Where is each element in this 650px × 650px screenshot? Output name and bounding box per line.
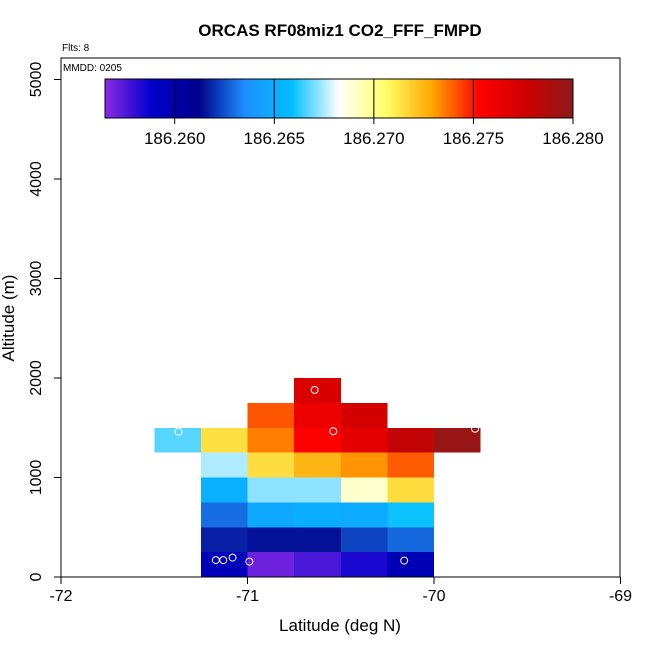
heatmap-cell [340, 477, 388, 503]
heatmap-cell [387, 452, 434, 478]
x-tick-label: -70 [422, 588, 445, 605]
heatmap-cell [200, 427, 248, 453]
heatmap-cell [247, 552, 295, 577]
y-tick-label: 0 [28, 572, 45, 581]
heatmap-cell [247, 527, 295, 553]
colorbar-tick-label: 186.265 [244, 129, 305, 148]
heatmap-cell [200, 452, 248, 478]
chart-title: ORCAS RF08miz1 CO2_FFF_FMPD [198, 21, 481, 40]
heatmap-cells [154, 378, 481, 577]
heatmap-cell [387, 527, 434, 553]
x-tick-label: -71 [236, 588, 259, 605]
heatmap-cell [387, 502, 434, 528]
heatmap-cell [247, 502, 295, 528]
flights-count-label: Flts: 8 [62, 43, 90, 54]
sample-point [219, 556, 228, 565]
sample-point [310, 385, 319, 394]
colorbar-tick-label: 186.260 [144, 129, 205, 148]
heatmap-cell [200, 527, 248, 553]
heatmap-cell [247, 477, 295, 503]
y-axis-label: Altitude (m) [0, 275, 18, 362]
y-tick-label: 3000 [28, 261, 45, 297]
y-axis: 0 1000 2000 3000 4000 5000 [28, 62, 62, 581]
y-tick-label: 1000 [28, 460, 45, 496]
heatmap-cell [387, 427, 434, 453]
heatmap-cell [247, 402, 295, 428]
x-tick-label: -69 [609, 588, 632, 605]
colorbar [104, 78, 574, 119]
colorbar-tick-label: 186.270 [343, 129, 404, 148]
heatmap-cell [294, 402, 341, 428]
x-tick-label: -72 [49, 588, 72, 605]
heatmap-cell [200, 552, 248, 577]
heatmap-cell [340, 402, 388, 428]
heatmap-cell [387, 477, 434, 503]
heatmap-cell [340, 527, 388, 553]
heatmap-cell [294, 427, 341, 453]
x-axis: -72 -71 -70 -69 [49, 576, 632, 605]
heatmap-cell [200, 502, 248, 528]
heatmap-cell [247, 452, 295, 478]
sample-point [329, 427, 338, 436]
heatmap-cell [294, 527, 341, 553]
colorbar-tick-label: 186.280 [542, 129, 603, 148]
heatmap-cell [294, 502, 341, 528]
sample-point [174, 427, 183, 436]
heatmap-cell [200, 477, 248, 503]
heatmap-cell [340, 552, 388, 577]
y-tick-label: 2000 [28, 360, 45, 396]
heatmap-cell [294, 378, 341, 403]
sample-point [245, 557, 254, 566]
heatmap-cell [294, 477, 341, 503]
sample-points [174, 385, 480, 566]
heatmap-cell [294, 552, 341, 577]
mmdd-label: MMDD: 0205 [63, 63, 122, 74]
heatmap-cell [294, 452, 341, 478]
sample-point [228, 553, 237, 562]
sample-point [471, 424, 480, 433]
colorbar-tick-label: 186.275 [443, 129, 504, 148]
heatmap-cell [340, 427, 388, 453]
heatmap-cell [387, 552, 434, 577]
sample-point [400, 556, 409, 565]
heatmap-cell [247, 427, 295, 453]
y-tick-label: 4000 [28, 161, 45, 197]
heatmap-cell [340, 452, 388, 478]
x-axis-label: Latitude (deg N) [279, 616, 401, 635]
colorbar-ticks: 186.260 186.265 186.270 186.275 186.280 [144, 79, 604, 148]
y-tick-label: 5000 [28, 62, 45, 98]
heatmap-cell [340, 502, 388, 528]
heatmap-cell [154, 427, 201, 453]
